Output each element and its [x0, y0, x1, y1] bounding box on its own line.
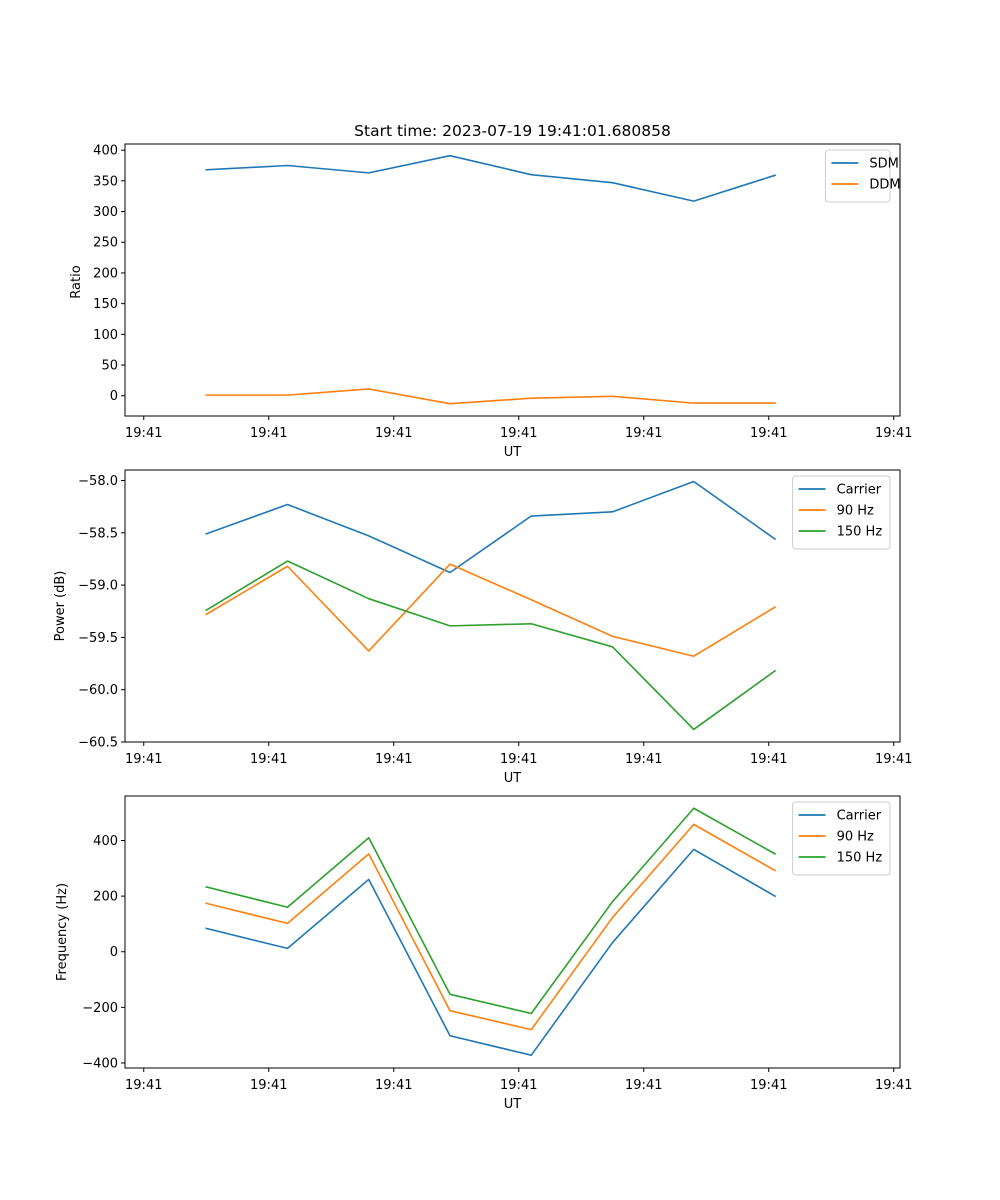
frequency-x-tick-label: 19:41 [375, 1078, 412, 1093]
frequency-x-tick-label: 19:41 [250, 1078, 287, 1093]
ratio-legend-label: SDM [869, 157, 898, 172]
ratio-series-line-ddm [205, 388, 776, 405]
ratio-y-tick-label: 250 [93, 236, 118, 251]
frequency-series-line-90-hz [205, 823, 777, 1031]
ratio-y-tick-label: 400 [93, 144, 118, 159]
ratio-x-tick-label: 19:41 [250, 426, 287, 441]
frequency-legend: Carrier 90 Hz 150 Hz [792, 801, 891, 876]
ratio-plot-area: 0 50 100 150 200 250 300 350 400 19:41 19:41 19:41 1… [93, 143, 912, 441]
power-y-axis-label: Power (dB) [53, 571, 68, 642]
frequency-y-tick-label: 400 [93, 834, 118, 849]
ratio-y-tick-label: 350 [93, 174, 118, 189]
power-series-line-90-hz [205, 563, 777, 658]
frequency-x-tick-label: 19:41 [125, 1078, 162, 1093]
frequency-axes-frame [124, 795, 901, 1069]
power-y-tick-label: −58.0 [78, 474, 118, 489]
power-x-tick-label: 19:41 [250, 752, 287, 767]
frequency-y-tick-label: 200 [93, 890, 118, 905]
power-y-tick-label: −58.5 [78, 526, 118, 541]
ratio-x-tick-label: 19:41 [875, 426, 912, 441]
frequency-legend-label: 90 Hz [837, 830, 874, 845]
frequency-plot-area: −400 −200 0 200 400 19:41 19:41 19:41 19:41 19:41… [82, 795, 912, 1093]
frequency-y-tick-label: −400 [82, 1056, 118, 1071]
power-legend-label: 150 Hz [837, 525, 883, 540]
ratio-x-axis-label: UT [504, 445, 522, 460]
power-y-tick-label: −59.0 [78, 579, 118, 594]
ratio-y-axis-label: Ratio [69, 265, 84, 298]
frequency-x-tick-label: 19:41 [750, 1078, 787, 1093]
frequency-series-line-carrier [205, 848, 777, 1057]
frequency-x-tick-label: 19:41 [500, 1078, 537, 1093]
frequency-y-tick-label: 0 [110, 945, 118, 960]
frequency-y-axis-label: Frequency (Hz) [55, 883, 70, 981]
frequency-x-tick-label: 19:41 [625, 1078, 662, 1093]
ratio-x-tick-label: 19:41 [625, 426, 662, 441]
power-y-tick-label: −60.5 [78, 736, 118, 751]
ratio-x-tick-label: 19:41 [750, 426, 787, 441]
ratio-legend: SDM DDM [824, 149, 901, 203]
ratio-x-tick-label: 19:41 [375, 426, 412, 441]
power-x-tick-label: 19:41 [500, 752, 537, 767]
power-plot-area: −60.5 −60.0 −59.5 −59.0 −58.5 −58.0 19:41 19:41… [78, 469, 912, 767]
ratio-y-tick-label: 50 [101, 359, 118, 374]
power-x-tick-label: 19:41 [625, 752, 662, 767]
frequency-series-line-150-hz [205, 807, 777, 1015]
power-legend-label: Carrier [837, 483, 882, 498]
power-series-line-150-hz [205, 560, 777, 731]
frequency-y-tick-label: −200 [82, 1001, 118, 1016]
power-x-tick-label: 19:41 [875, 752, 912, 767]
frequency-x-axis-label: UT [504, 1097, 522, 1112]
panel-frequency: −400 −200 0 200 400 19:41 19:41 19:41 19:41 19:41… [55, 795, 912, 1112]
panel-ratio: 0 50 100 150 200 250 300 350 400 19:41 19:41 19:41 1… [69, 143, 912, 460]
ratio-y-tick-label: 200 [93, 266, 118, 281]
ratio-y-tick-label: 100 [93, 328, 118, 343]
ratio-x-tick-label: 19:41 [500, 426, 537, 441]
frequency-x-tick-label: 19:41 [875, 1078, 912, 1093]
ratio-x-tick-label: 19:41 [125, 426, 162, 441]
power-x-tick-label: 19:41 [375, 752, 412, 767]
ratio-series-line-sdm [205, 154, 777, 202]
power-axes-frame [124, 469, 901, 743]
power-y-tick-label: −59.5 [78, 631, 118, 646]
ratio-y-tick-label: 0 [110, 389, 118, 404]
ratio-y-tick-label: 300 [93, 205, 118, 220]
ratio-axes-frame [124, 143, 901, 417]
figure-title: Start time: 2023-07-19 19:41:01.680858 [354, 122, 671, 140]
ratio-y-tick-label: 150 [93, 297, 118, 312]
panel-power: −60.5 −60.0 −59.5 −59.0 −58.5 −58.0 19:41 19:41… [53, 469, 912, 786]
frequency-legend-label: 150 Hz [837, 851, 883, 866]
frequency-legend-label: Carrier [837, 809, 882, 824]
power-series-line-carrier [205, 480, 777, 574]
power-x-tick-label: 19:41 [750, 752, 787, 767]
ratio-legend-label: DDM [869, 178, 900, 193]
power-y-tick-label: −60.0 [78, 683, 118, 698]
power-legend: Carrier 90 Hz 150 Hz [792, 475, 891, 550]
power-legend-label: 90 Hz [837, 504, 874, 519]
power-x-tick-label: 19:41 [125, 752, 162, 767]
power-x-axis-label: UT [504, 771, 522, 786]
